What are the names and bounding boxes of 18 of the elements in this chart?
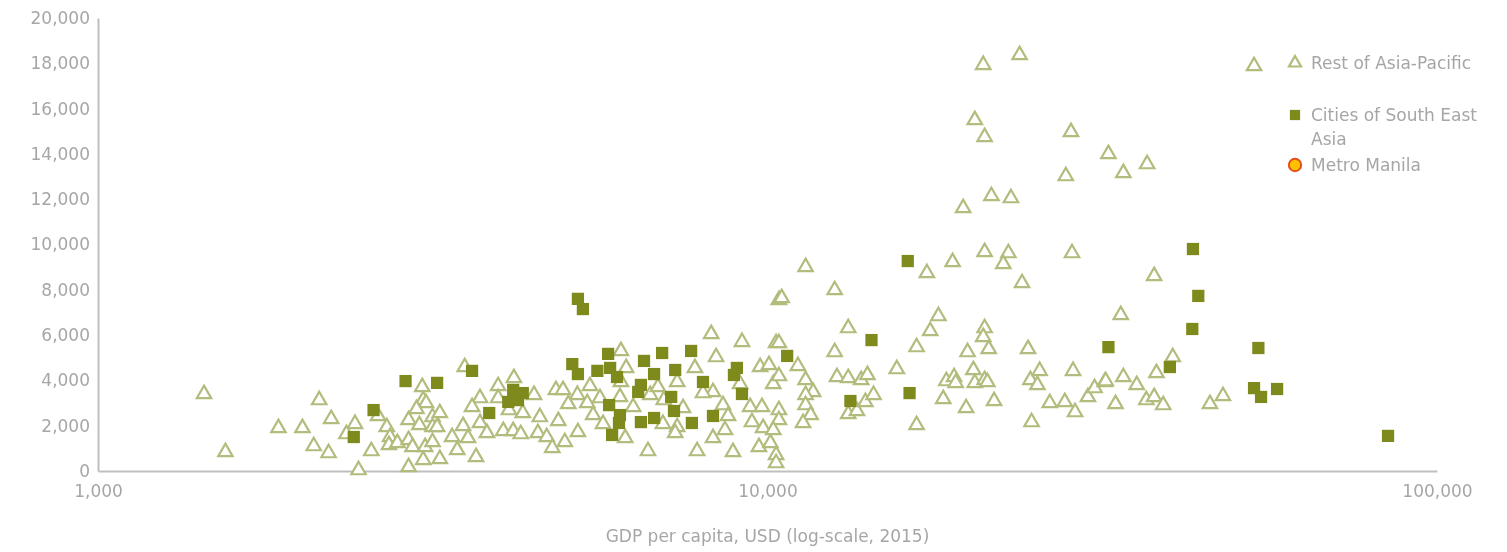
- x-tick-label: 1,000: [74, 481, 123, 502]
- y-tick-label: 8,000: [41, 279, 90, 300]
- y-tick-label: 16,000: [30, 98, 90, 119]
- x-axis-title: GDP per capita, USD (log-scale, 2015): [605, 526, 930, 546]
- y-tick-label: 0: [79, 460, 90, 481]
- y-tick-label: 20,000: [30, 7, 90, 28]
- legend-label: Rest of Asia-Pacific: [1311, 53, 1472, 73]
- legend-label: Cities of South East Asia: [1311, 105, 1478, 149]
- y-tick-label: 12,000: [30, 189, 90, 210]
- y-tick-label: 10,000: [30, 234, 90, 255]
- y-tick-label: 18,000: [30, 53, 90, 74]
- y-tick-label: 4,000: [41, 370, 90, 391]
- y-tick-label: 14,000: [30, 143, 90, 164]
- x-tick-label: 10,000: [738, 481, 798, 502]
- legend-label: Metro Manila: [1311, 155, 1421, 175]
- x-tick-label: 100,000: [1402, 481, 1473, 502]
- y-tick-label: 2,000: [41, 415, 90, 436]
- y-tick-label: 6,000: [41, 325, 90, 346]
